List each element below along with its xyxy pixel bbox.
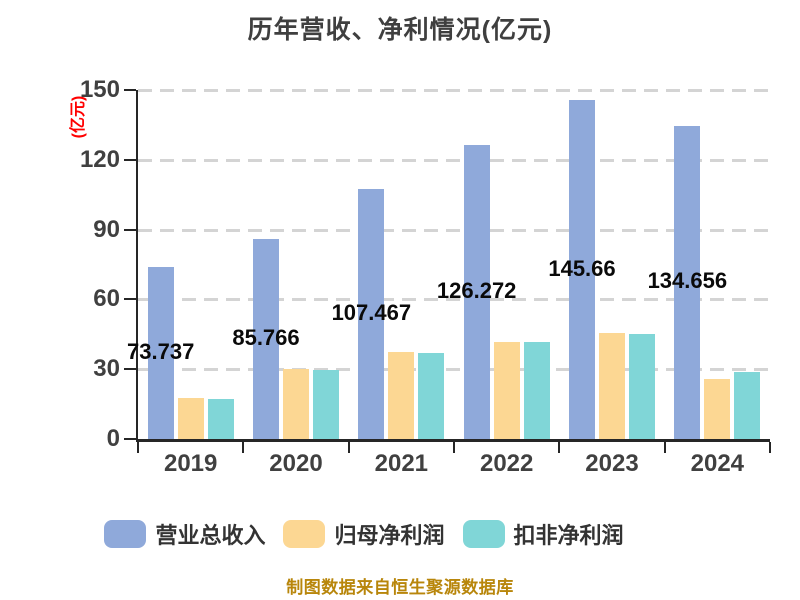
gridline-120 — [138, 158, 770, 162]
bar-归母净利润-2024 — [704, 378, 731, 439]
gridline-60 — [138, 298, 770, 302]
bar-归母净利润-2021 — [388, 351, 415, 439]
y-tick-mark-90 — [124, 228, 136, 231]
x-tick-mark-2 — [347, 442, 350, 453]
x-tick-label-2019: 2019 — [163, 450, 218, 477]
y-axis-line — [136, 90, 138, 442]
x-tick-mark-5 — [663, 442, 666, 453]
legend-item-扣非净利润[interactable]: 扣非净利润 — [462, 518, 624, 550]
gridline-150 — [138, 89, 770, 92]
bar-扣非净利润-2024 — [734, 371, 761, 439]
gridline-90 — [138, 228, 770, 232]
x-tick-label-2023: 2023 — [585, 450, 639, 477]
x-tick-mark-0 — [137, 442, 139, 453]
x-tick-mark-4 — [558, 442, 561, 453]
legend-swatch-归母净利润 — [283, 520, 326, 548]
y-tick-label-0: 0 — [106, 425, 120, 452]
value-label-2020: 85.766 — [232, 325, 300, 351]
y-tick-mark-120 — [124, 158, 136, 161]
bar-营业总收入-2024 — [674, 125, 701, 439]
bar-归母净利润-2020 — [283, 368, 309, 439]
y-tick-mark-0 — [124, 438, 136, 440]
y-tick-label-90: 90 — [93, 215, 120, 243]
plot-area: 0 30 60 90 120 150 73.737 85.766 107.467 126.272 1… — [80, 76, 771, 477]
y-tick-label-30: 30 — [93, 355, 120, 383]
x-tick-label-2020: 2020 — [269, 450, 323, 477]
bar-扣非净利润-2020 — [313, 370, 339, 439]
chart-title: 历年营收、净利情况(亿元) — [247, 16, 553, 44]
y-tick-label-60: 60 — [93, 285, 120, 313]
x-tick-label-2022: 2022 — [479, 450, 534, 477]
bar-扣非净利润-2022 — [523, 342, 550, 439]
x-tick-mark-6 — [769, 442, 771, 453]
y-tick-mark-30 — [124, 368, 136, 371]
bar-营业总收入-2021 — [358, 188, 385, 439]
legend: 营业总收入 归母净利润 扣非净利润 — [0, 518, 764, 550]
bar-归母净利润-2023 — [599, 333, 625, 439]
y-tick-mark-60 — [124, 298, 136, 301]
value-label-2019: 73.737 — [127, 339, 195, 365]
legend-label: 扣非净利润 — [513, 523, 624, 548]
x-axis-line — [136, 439, 770, 442]
legend-swatch-营业总收入 — [104, 520, 147, 548]
bar-归母净利润-2022 — [493, 341, 520, 439]
value-label-2021: 107.467 — [331, 299, 412, 325]
legend-item-归母净利润[interactable]: 归母净利润 — [283, 518, 445, 550]
value-label-2024: 134.656 — [647, 268, 728, 294]
bar-营业总收入-2023 — [569, 100, 595, 439]
bar-扣非净利润-2021 — [418, 352, 445, 439]
bar-营业总收入-2020 — [253, 239, 279, 439]
value-label-2023: 145.66 — [548, 255, 616, 281]
x-tick-label-2021: 2021 — [374, 450, 429, 477]
y-tick-label-120: 120 — [79, 145, 120, 173]
y-tick-mark-150 — [124, 89, 136, 91]
legend-swatch-扣非净利润 — [462, 520, 505, 548]
x-tick-mark-1 — [242, 442, 245, 453]
legend-item-营业总收入[interactable]: 营业总收入 — [104, 518, 265, 550]
value-label-2022: 126.272 — [436, 278, 517, 304]
x-tick-label-2024: 2024 — [690, 450, 745, 477]
bar-营业总收入-2022 — [463, 145, 490, 439]
data-source-note: 制图数据来自恒生聚源数据库 — [286, 578, 514, 597]
legend-label: 营业总收入 — [155, 523, 266, 548]
bar-归母净利润-2019 — [177, 398, 204, 439]
bar-扣非净利润-2023 — [629, 334, 655, 439]
y-tick-label-150: 150 — [79, 76, 120, 103]
gridline-30 — [138, 368, 770, 372]
x-tick-mark-3 — [453, 442, 455, 453]
bar-扣非净利润-2019 — [207, 398, 234, 439]
legend-label: 归母净利润 — [334, 523, 445, 548]
bar-营业总收入-2019 — [147, 267, 174, 439]
